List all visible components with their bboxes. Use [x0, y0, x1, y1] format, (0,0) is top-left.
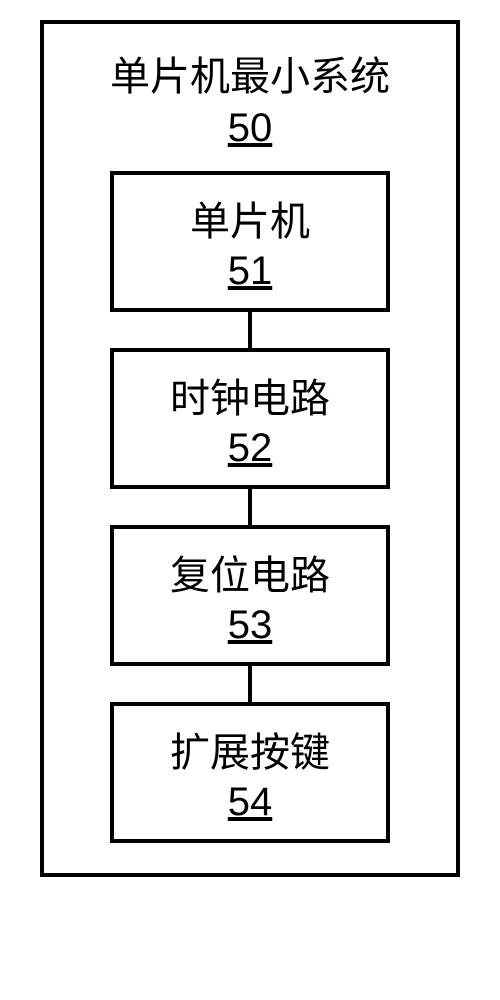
connector [248, 666, 252, 702]
connector [248, 489, 252, 525]
node-number: 52 [228, 426, 273, 471]
node-number: 51 [228, 249, 273, 294]
node-box: 单片机 51 [110, 171, 390, 312]
outer-title: 单片机最小系统 [110, 44, 390, 102]
node-title: 时钟电路 [170, 366, 330, 424]
node-title: 扩展按键 [170, 720, 330, 778]
node-title: 单片机 [190, 189, 310, 247]
outer-number: 50 [228, 106, 273, 151]
outer-container: 单片机最小系统 50 单片机 51 时钟电路 52 复位电路 53 扩展按键 5… [40, 20, 460, 877]
node-number: 54 [228, 780, 273, 825]
node-box: 扩展按键 54 [110, 702, 390, 843]
node-title: 复位电路 [170, 543, 330, 601]
node-number: 53 [228, 603, 273, 648]
node-box: 时钟电路 52 [110, 348, 390, 489]
node-box: 复位电路 53 [110, 525, 390, 666]
connector [248, 312, 252, 348]
